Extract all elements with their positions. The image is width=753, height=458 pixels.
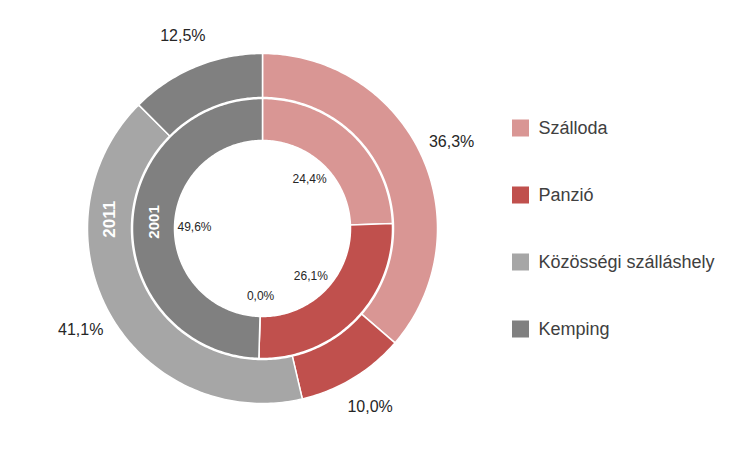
svg-text:0,0%: 0,0% — [247, 289, 275, 303]
svg-text:Közösségi szálláshely: Közösségi szálláshely — [539, 252, 715, 272]
svg-text:2001: 2001 — [144, 205, 161, 238]
svg-text:Szálloda: Szálloda — [539, 118, 609, 138]
svg-text:36,3%: 36,3% — [429, 133, 474, 150]
svg-text:Panzió: Panzió — [539, 185, 594, 205]
svg-text:10,0%: 10,0% — [347, 398, 392, 415]
svg-text:Kemping: Kemping — [539, 319, 610, 339]
svg-text:12,5%: 12,5% — [160, 27, 205, 44]
svg-text:49,6%: 49,6% — [177, 220, 211, 234]
svg-text:26,1%: 26,1% — [294, 269, 328, 283]
svg-text:24,4%: 24,4% — [293, 172, 327, 186]
svg-text:41,1%: 41,1% — [58, 321, 103, 338]
svg-text:2011: 2011 — [100, 201, 119, 238]
